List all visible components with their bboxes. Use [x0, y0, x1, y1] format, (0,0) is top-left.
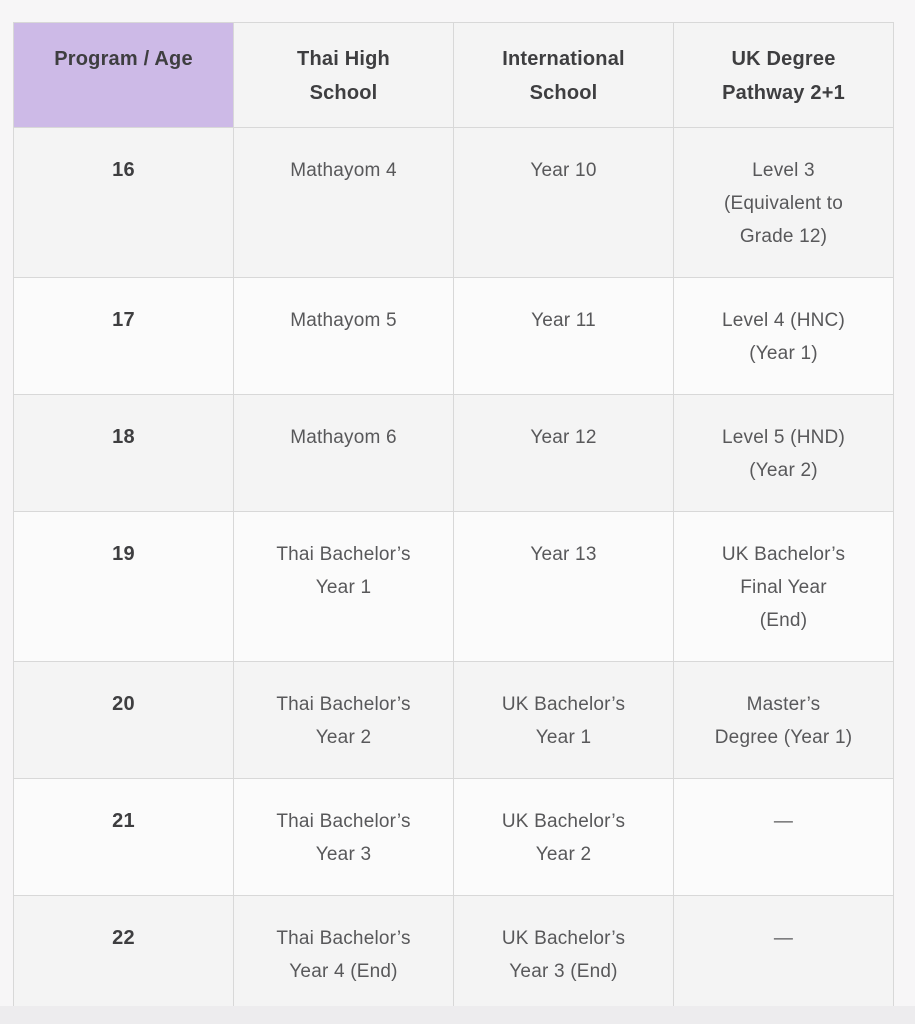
- table-row-age-18: 18 Mathayom 6 Year 12 Level 5 (HND) (Yea…: [13, 394, 894, 512]
- international-school-cell: Year 10: [453, 127, 674, 278]
- uk-pathway-cell: —: [673, 778, 894, 896]
- bottom-section: [0, 1006, 915, 1024]
- thai-high-school-cell: Thai Bachelor’s Year 2: [233, 661, 454, 779]
- header-cell-program-age: Program / Age: [13, 22, 234, 128]
- thai-high-school-cell: Thai Bachelor’s Year 4 (End): [233, 895, 454, 1013]
- international-school-cell: Year 12: [453, 394, 674, 512]
- uk-pathway-cell: —: [673, 895, 894, 1013]
- header-cell-thai-high-school: Thai High School: [233, 22, 454, 128]
- thai-high-school-cell: Mathayom 6: [233, 394, 454, 512]
- table-row-age-16: 16 Mathayom 4 Year 10 Level 3 (Equivalen…: [13, 127, 894, 278]
- international-school-cell: Year 13: [453, 511, 674, 662]
- thai-high-school-cell: Thai Bachelor’s Year 3: [233, 778, 454, 896]
- table-row-age-17: 17 Mathayom 5 Year 11 Level 4 (HNC) (Yea…: [13, 277, 894, 395]
- thai-high-school-cell: Thai Bachelor’s Year 1: [233, 511, 454, 662]
- uk-pathway-cell: Level 4 (HNC) (Year 1): [673, 277, 894, 395]
- thai-high-school-cell: Mathayom 4: [233, 127, 454, 278]
- table-row-age-19: 19 Thai Bachelor’s Year 1 Year 13 UK Bac…: [13, 511, 894, 662]
- uk-pathway-cell: Level 5 (HND) (Year 2): [673, 394, 894, 512]
- header-cell-international-school: International School: [453, 22, 674, 128]
- table-header: Program / Age Thai High School Internati…: [13, 22, 894, 128]
- age-cell: 19: [13, 511, 234, 662]
- age-cell: 17: [13, 277, 234, 395]
- table-row-age-22: 22 Thai Bachelor’s Year 4 (End) UK Bache…: [13, 895, 894, 1013]
- table-body: 16 Mathayom 4 Year 10 Level 3 (Equivalen…: [13, 127, 894, 1013]
- table-row-age-21: 21 Thai Bachelor’s Year 3 UK Bachelor’s …: [13, 778, 894, 896]
- age-cell: 20: [13, 661, 234, 779]
- international-school-cell: UK Bachelor’s Year 1: [453, 661, 674, 779]
- academic-pathway-table: Program / Age Thai High School Internati…: [13, 22, 894, 1013]
- header-row: Program / Age Thai High School Internati…: [13, 22, 894, 128]
- age-cell: 18: [13, 394, 234, 512]
- international-school-cell: UK Bachelor’s Year 3 (End): [453, 895, 674, 1013]
- header-cell-uk-degree-pathway: UK Degree Pathway 2+1: [673, 22, 894, 128]
- age-cell: 22: [13, 895, 234, 1013]
- uk-pathway-cell: Master’s Degree (Year 1): [673, 661, 894, 779]
- thai-high-school-cell: Mathayom 5: [233, 277, 454, 395]
- age-cell: 16: [13, 127, 234, 278]
- age-cell: 21: [13, 778, 234, 896]
- uk-pathway-cell: UK Bachelor’s Final Year (End): [673, 511, 894, 662]
- uk-pathway-cell: Level 3 (Equivalent to Grade 12): [673, 127, 894, 278]
- table-row-age-20: 20 Thai Bachelor’s Year 2 UK Bachelor’s …: [13, 661, 894, 779]
- international-school-cell: Year 11: [453, 277, 674, 395]
- international-school-cell: UK Bachelor’s Year 2: [453, 778, 674, 896]
